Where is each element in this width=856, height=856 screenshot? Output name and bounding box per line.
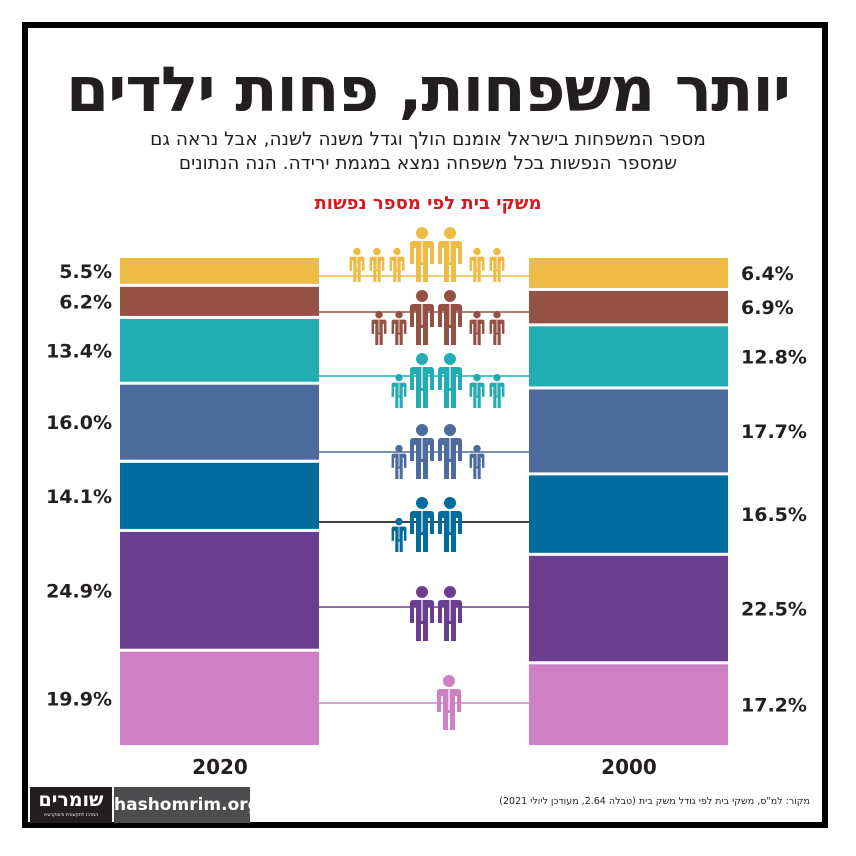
family-icon-7-persons-child-2	[369, 247, 385, 282]
bar-2000-5-persons	[529, 326, 728, 387]
family-icon-7-persons-child-5	[489, 247, 505, 282]
data-label-2000-1-persons: 17.2%	[741, 695, 807, 717]
data-label-2020-7-persons: 5.5%	[59, 261, 112, 283]
bar-2000-1-persons	[529, 664, 728, 745]
data-label-2000-6-persons: 6.9%	[741, 297, 794, 319]
family-icon-4-persons-adult-2	[438, 424, 462, 479]
year-label-2020: 2020	[192, 755, 248, 779]
data-label-2000-5-persons: 12.8%	[741, 346, 807, 368]
family-icon-7-persons-child-4	[469, 247, 485, 282]
family-icon-4-persons-child-1	[391, 444, 407, 479]
person-icon-part	[393, 247, 401, 256]
person-icon-part	[493, 310, 501, 319]
family-icon-7-persons-adult-2	[438, 227, 462, 282]
family-icon-7-persons-adult-1	[410, 227, 434, 282]
family-icon-3-persons-adult-1	[410, 497, 434, 552]
person-icon-part	[416, 586, 428, 598]
person-icon-part	[416, 227, 428, 239]
person-icon-part	[353, 247, 361, 256]
data-label-2020-5-persons: 13.4%	[46, 340, 112, 362]
shomrim-logo[interactable]: שומרים המרכז לתקשורת ודמוקרטיה	[30, 787, 112, 823]
data-label-2000-4-persons: 17.7%	[741, 421, 807, 443]
bar-2020-3-persons	[120, 462, 319, 529]
logo-name: שומרים	[38, 789, 104, 811]
family-icon-3-persons-adult-2	[438, 497, 462, 552]
bar-2020-7-persons	[120, 258, 319, 284]
bar-2020-6-persons	[120, 286, 319, 316]
family-icon-2-persons-adult-2	[438, 586, 462, 641]
person-icon-part	[416, 290, 428, 302]
person-icon-part	[416, 353, 428, 365]
bar-2020-5-persons	[120, 318, 319, 382]
person-icon-part	[473, 247, 481, 256]
person-icon-part	[395, 373, 403, 382]
family-icon-6-persons-child-4	[489, 310, 505, 345]
person-icon-part	[395, 310, 403, 319]
bar-2020-1-persons	[120, 651, 319, 745]
person-icon-part	[444, 497, 456, 509]
person-icon-part	[473, 310, 481, 319]
person-icon-part	[493, 373, 501, 382]
bar-2020-2-persons	[120, 531, 319, 649]
data-label-2000-7-persons: 6.4%	[741, 263, 794, 285]
logo-tagline: המרכז לתקשורת ודמוקרטיה	[43, 813, 99, 818]
family-icon-7-persons-child-1	[349, 247, 365, 282]
person-icon-part	[444, 424, 456, 436]
family-icon-6-persons-child-2	[391, 310, 407, 345]
bar-2000-6-persons	[529, 291, 728, 324]
person-icon-part	[444, 227, 456, 239]
family-icon-1-persons-adult	[437, 675, 461, 730]
person-icon-part	[473, 373, 481, 382]
family-icon-3-persons-child-1	[391, 517, 407, 552]
person-icon-part	[444, 353, 456, 365]
data-label-2020-1-persons: 19.9%	[46, 688, 112, 710]
family-icon-2-persons-adult-1	[410, 586, 434, 641]
family-icon-5-persons-adult-2	[438, 353, 462, 408]
person-icon-part	[373, 247, 381, 256]
data-label-2020-2-persons: 24.9%	[46, 580, 112, 602]
family-icon-4-persons-adult-1	[410, 424, 434, 479]
bar-2000-4-persons	[529, 389, 728, 473]
person-icon-part	[375, 310, 383, 319]
subtitle-line-2: שמספר הנפשות בכל משפחה נמצא במגמת ירידה.…	[178, 153, 678, 174]
data-label-2020-4-persons: 16.0%	[46, 412, 112, 434]
person-icon-part	[473, 444, 481, 453]
bar-2020-4-persons	[120, 384, 319, 460]
family-icon-6-persons-adult-1	[410, 290, 434, 345]
black-border-frame	[22, 22, 828, 828]
data-label-2000-3-persons: 16.5%	[741, 504, 807, 526]
chart-title-text: משקי בית לפי מספר נפשות	[314, 193, 542, 214]
family-icon-6-persons-child-3	[469, 310, 485, 345]
family-icon-5-persons-child-3	[489, 373, 505, 408]
title: יותר משפחות, פחות ילדים	[65, 53, 791, 126]
data-label-2020-3-persons: 14.1%	[46, 486, 112, 508]
chart-title: משקי בית לפי מספר נפשות	[40, 192, 816, 216]
bar-2000-3-persons	[529, 475, 728, 553]
person-icon-part	[395, 517, 403, 526]
bar-2000-2-persons	[529, 555, 728, 662]
bar-2000-7-persons	[529, 258, 728, 288]
family-icon-5-persons-child-2	[469, 373, 485, 408]
person-icon-part	[395, 444, 403, 453]
person-icon-part	[444, 290, 456, 302]
source-note: מקור: למ"ס, משקי בית לפי גודל משק בית (ט…	[499, 796, 810, 807]
year-label-2000: 2000	[601, 755, 657, 779]
data-label-2020-6-persons: 6.2%	[59, 291, 112, 313]
family-icon-4-persons-child-2	[469, 444, 485, 479]
family-icon-6-persons-adult-2	[438, 290, 462, 345]
subtitle-line-1: מספר המשפחות בישראל אומנם הולך וגדל משנה…	[150, 129, 706, 150]
site-link[interactable]: hashomrim.org	[114, 787, 260, 823]
family-icon-5-persons-adult-1	[410, 353, 434, 408]
family-icon-5-persons-child-1	[391, 373, 407, 408]
family-icon-6-persons-child-1	[371, 310, 387, 345]
data-label-2000-2-persons: 22.5%	[741, 599, 807, 621]
person-icon-part	[444, 586, 456, 598]
person-icon-part	[416, 424, 428, 436]
family-icon-7-persons-child-3	[389, 247, 405, 282]
person-icon-part	[443, 675, 455, 687]
person-icon-part	[493, 247, 501, 256]
person-icon-part	[416, 497, 428, 509]
